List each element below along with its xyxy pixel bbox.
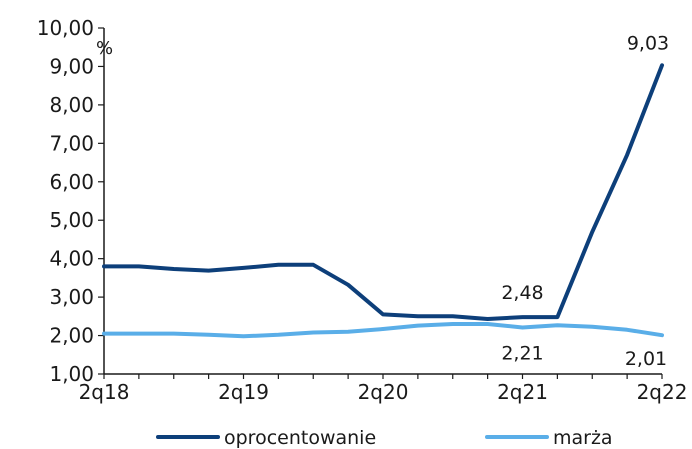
y-tick-label: 8,00 — [49, 93, 94, 117]
data-label: 2,21 — [501, 342, 543, 364]
x-tick-label: 2q21 — [497, 380, 548, 404]
series-line-0 — [102, 63, 664, 321]
y-tick-label: 7,00 — [49, 131, 94, 155]
y-axis: 1,00 2,00 3,00 4,00 5,00 6,00 7,00 8,00 9,00 10,0… — [37, 16, 105, 386]
y-tick-label: 6,00 — [49, 170, 94, 194]
y-tick-label: 4,00 — [49, 247, 94, 271]
data-label: 2,48 — [501, 282, 543, 304]
y-tick-label: 2,00 — [49, 324, 94, 348]
x-tick-label: 2q22 — [637, 380, 688, 404]
y-tick-label: 9,00 — [49, 54, 94, 78]
y-tick-label: 1,00 — [49, 362, 94, 386]
x-tick-label: 2q19 — [218, 380, 269, 404]
y-tick-label: 10,00 — [37, 16, 94, 40]
legend-label-1: marża — [553, 427, 613, 449]
x-tick-label: 2q20 — [358, 380, 409, 404]
data-label: 9,03 — [627, 32, 669, 54]
data-label: 2,01 — [625, 348, 667, 370]
legend: oprocentowanie marża — [156, 427, 613, 449]
y-tick-label: 5,00 — [49, 208, 94, 232]
y-tick-label: 3,00 — [49, 285, 94, 309]
x-tick-label: 2q18 — [79, 380, 130, 404]
x-axis: 2q18 2q19 2q20 2q21 2q22 — [79, 373, 688, 404]
series-line-1 — [102, 322, 664, 339]
y-unit-label: % — [96, 38, 113, 59]
legend-label-0: oprocentowanie — [224, 427, 376, 449]
